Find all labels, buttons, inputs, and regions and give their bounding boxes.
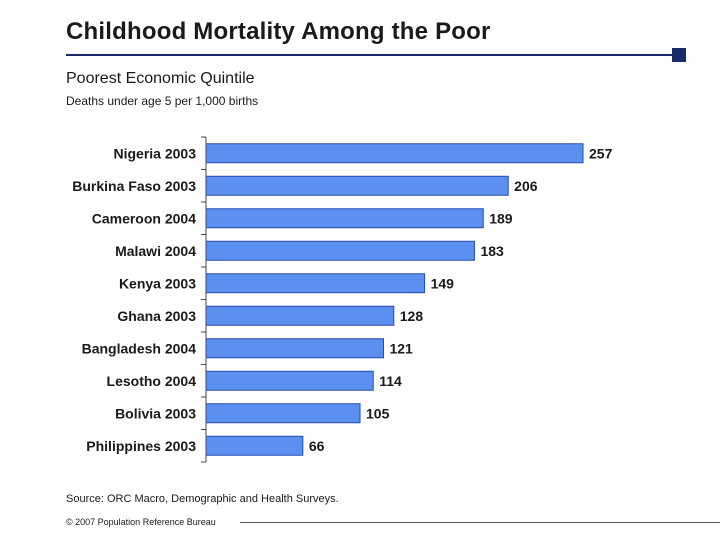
source-note: Source: ORC Macro, Demographic and Healt… (66, 493, 339, 505)
category-label: Bolivia 2003 (115, 405, 196, 421)
category-label: Cameroon 2004 (92, 210, 196, 226)
bar (205, 338, 384, 359)
data-label: 114 (379, 373, 402, 389)
bar (205, 305, 395, 326)
category-label: Bangladesh 2004 (82, 340, 197, 356)
category-label: Lesotho 2004 (107, 373, 197, 389)
category-label: Philippines 2003 (86, 438, 196, 454)
category-label: Nigeria 2003 (114, 145, 197, 161)
title-square (672, 48, 686, 62)
bar (205, 435, 304, 456)
bar (205, 143, 584, 164)
bar (205, 240, 475, 261)
category-label: Ghana 2003 (117, 308, 196, 324)
title-rule (66, 54, 672, 56)
slide-title: Childhood Mortality Among the Poor (66, 18, 491, 45)
bar (205, 175, 509, 196)
footer-rule (240, 522, 720, 523)
data-label: 128 (400, 308, 424, 324)
data-label: 189 (489, 210, 513, 226)
data-label: 121 (389, 340, 413, 356)
category-label: Burkina Faso 2003 (72, 178, 196, 194)
data-label: 183 (480, 243, 504, 259)
bar (205, 370, 374, 391)
category-label: Malawi 2004 (115, 243, 196, 259)
bar (205, 403, 361, 424)
data-label: 66 (309, 438, 325, 454)
category-label: Kenya 2003 (119, 275, 196, 291)
bar (205, 273, 426, 294)
data-label: 149 (431, 275, 455, 291)
bar (205, 208, 484, 229)
chart-subtitle: Poorest Economic Quintile (66, 70, 255, 87)
data-label: 105 (366, 405, 390, 421)
data-label: 206 (514, 178, 538, 194)
data-label: 257 (589, 145, 613, 161)
unit-label: Deaths under age 5 per 1,000 births (66, 94, 259, 108)
copyright-note: © 2007 Population Reference Bureau (66, 517, 216, 527)
